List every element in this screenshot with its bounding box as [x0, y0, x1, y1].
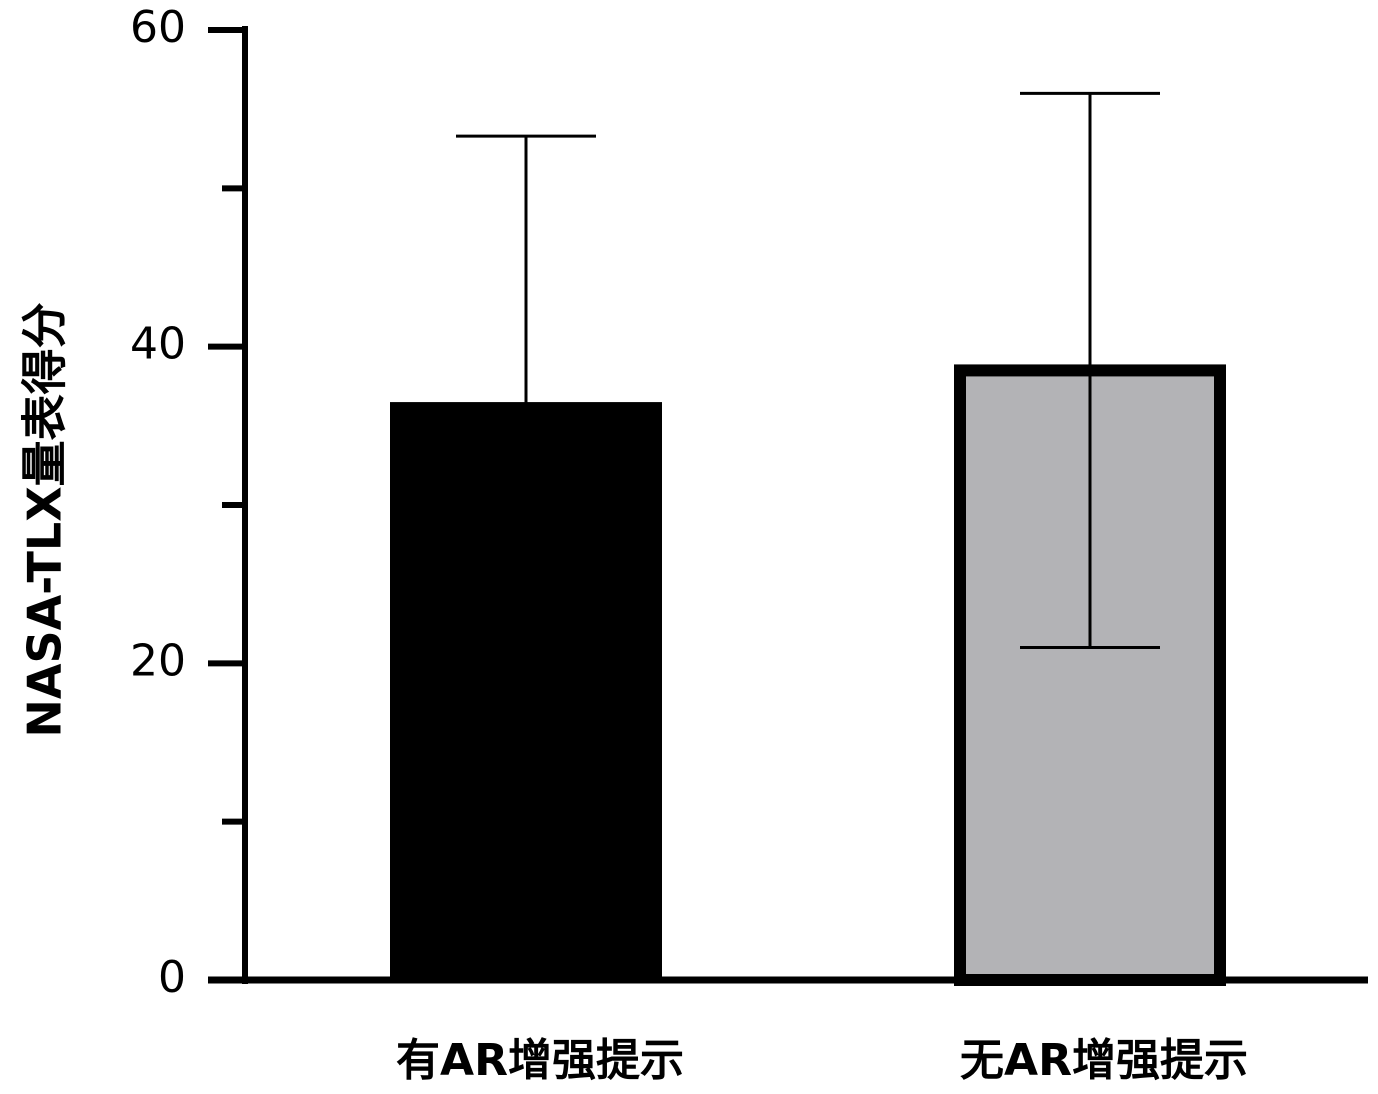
x-tick-label: 无AR增强提示 [960, 1035, 1248, 1086]
y-axis-label: NASA-TLX量表得分 [18, 302, 72, 737]
y-tick-label: 20 [130, 635, 186, 686]
x-tick-label: 有AR增强提示 [396, 1035, 684, 1086]
y-tick-label: 60 [130, 2, 186, 53]
y-tick-label: 40 [130, 319, 186, 370]
y-tick-label: 0 [158, 952, 186, 1003]
